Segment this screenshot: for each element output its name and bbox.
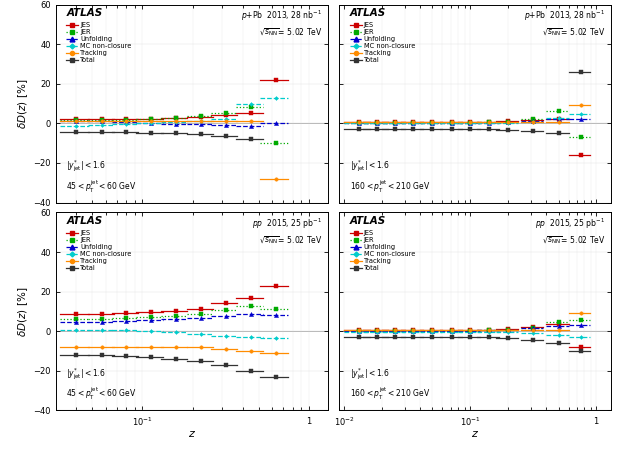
Text: $p$+Pb  2013, 28 nb$^{-1}$
$\sqrt{s_{\mathrm{NN}}}$= 5.02 TeV: $p$+Pb 2013, 28 nb$^{-1}$ $\sqrt{s_{\mat…	[241, 9, 322, 38]
Text: $p$+Pb  2013, 28 nb$^{-1}$
$\sqrt{s_{\mathrm{NN}}}$= 5.02 TeV: $p$+Pb 2013, 28 nb$^{-1}$ $\sqrt{s_{\mat…	[524, 9, 605, 38]
Text: $| y_{\mathrm{jet}}^{*}|<1.6$
$45 < p_{\mathrm{T}}^{\mathrm{jet}} < 60$ GeV: $| y_{\mathrm{jet}}^{*}|<1.6$ $45 < p_{\…	[67, 158, 137, 194]
Text: $| y_{\mathrm{jet}}^{*}|<1.6$
$160 < p_{\mathrm{T}}^{\mathrm{jet}} < 210$ GeV: $| y_{\mathrm{jet}}^{*}|<1.6$ $160 < p_{…	[349, 158, 430, 194]
Text: ATLAS: ATLAS	[349, 9, 386, 18]
Text: ATLAS: ATLAS	[349, 216, 386, 226]
Legend: JES, JER, Unfolding, MC non-closure, Tracking, Total: JES, JER, Unfolding, MC non-closure, Tra…	[67, 230, 132, 271]
Text: $| y_{\mathrm{jet}}^{*}|<1.6$
$160 < p_{\mathrm{T}}^{\mathrm{jet}} < 210$ GeV: $| y_{\mathrm{jet}}^{*}|<1.6$ $160 < p_{…	[349, 366, 430, 402]
Y-axis label: $\delta D(z)$ [%]: $\delta D(z)$ [%]	[17, 286, 30, 336]
X-axis label: $z$: $z$	[471, 429, 479, 439]
Legend: JES, JER, Unfolding, MC non-closure, Tracking, Total: JES, JER, Unfolding, MC non-closure, Tra…	[349, 23, 415, 63]
X-axis label: $z$: $z$	[188, 429, 196, 439]
Y-axis label: $\delta D(z)$ [%]: $\delta D(z)$ [%]	[17, 78, 30, 129]
Legend: JES, JER, Unfolding, MC non-closure, Tracking, Total: JES, JER, Unfolding, MC non-closure, Tra…	[67, 23, 132, 63]
Text: $pp$  2015, 25 pb$^{-1}$
$\sqrt{s_{\mathrm{NN}}}$= 5.02 TeV: $pp$ 2015, 25 pb$^{-1}$ $\sqrt{s_{\mathr…	[536, 216, 605, 246]
Text: ATLAS: ATLAS	[67, 216, 102, 226]
Text: ATLAS: ATLAS	[67, 9, 102, 18]
Text: $| y_{\mathrm{jet}}^{*}|<1.6$
$45 < p_{\mathrm{T}}^{\mathrm{jet}} < 60$ GeV: $| y_{\mathrm{jet}}^{*}|<1.6$ $45 < p_{\…	[67, 366, 137, 402]
Legend: JES, JER, Unfolding, MC non-closure, Tracking, Total: JES, JER, Unfolding, MC non-closure, Tra…	[349, 230, 415, 271]
Text: $pp$  2015, 25 pb$^{-1}$
$\sqrt{s_{\mathrm{NN}}}$= 5.02 TeV: $pp$ 2015, 25 pb$^{-1}$ $\sqrt{s_{\mathr…	[252, 216, 322, 246]
